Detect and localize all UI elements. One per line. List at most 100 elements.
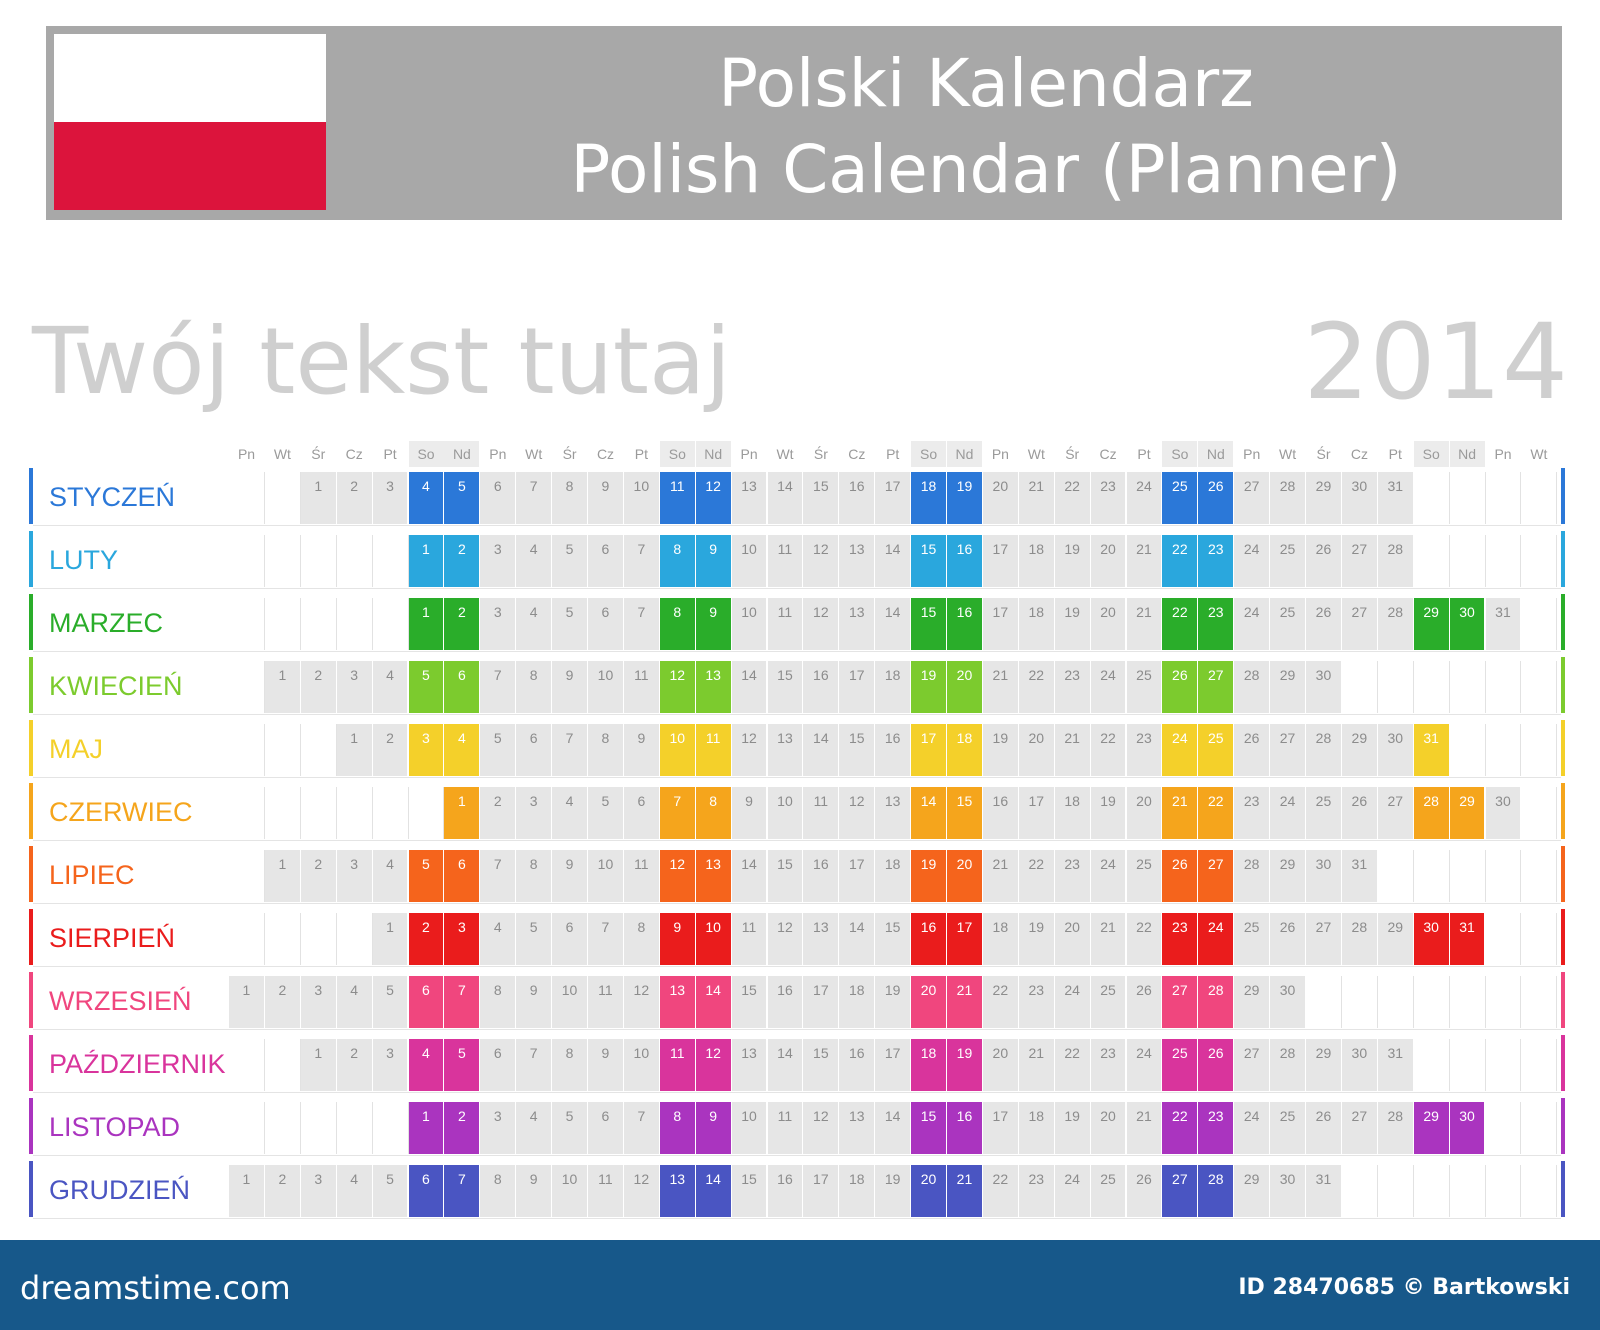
day-cell[interactable]: 31	[1341, 850, 1377, 902]
day-cell[interactable]: 23	[1234, 787, 1270, 839]
day-cell[interactable]: 24	[1054, 976, 1090, 1028]
day-cell[interactable]: 9	[516, 976, 552, 1028]
weekend-day-cell[interactable]: 9	[695, 1102, 731, 1154]
day-cell[interactable]: 11	[731, 913, 767, 965]
day-cell[interactable]: 17	[803, 976, 839, 1028]
day-cell[interactable]: 6	[588, 1102, 623, 1154]
day-cell[interactable]: 25	[1090, 976, 1126, 1028]
day-cell[interactable]: 20	[982, 1039, 1018, 1091]
day-cell[interactable]: 5	[552, 535, 587, 587]
day-cell[interactable]: 1	[264, 661, 300, 713]
day-cell[interactable]: 14	[839, 913, 875, 965]
weekend-day-cell[interactable]: 30	[1449, 1102, 1485, 1154]
weekend-day-cell[interactable]: 16	[947, 598, 982, 650]
weekend-day-cell[interactable]: 24	[1198, 913, 1234, 965]
day-cell[interactable]: 6	[588, 535, 623, 587]
weekend-day-cell[interactable]: 5	[408, 850, 444, 902]
day-cell[interactable]: 28	[1377, 535, 1413, 587]
day-cell[interactable]: 21	[1126, 535, 1162, 587]
weekend-day-cell[interactable]: 15	[911, 598, 946, 650]
day-cell[interactable]: 2	[264, 976, 300, 1028]
day-cell[interactable]: 9	[552, 661, 587, 713]
day-cell[interactable]: 11	[623, 850, 659, 902]
day-cell[interactable]: 4	[480, 913, 516, 965]
day-cell[interactable]: 16	[767, 1165, 803, 1217]
weekend-day-cell[interactable]: 2	[444, 598, 480, 650]
day-cell[interactable]: 22	[1090, 724, 1126, 776]
weekend-day-cell[interactable]: 6	[444, 661, 480, 713]
day-cell[interactable]: 30	[1341, 1039, 1377, 1091]
weekend-day-cell[interactable]: 17	[911, 724, 946, 776]
weekend-day-cell[interactable]: 17	[947, 913, 982, 965]
day-cell[interactable]: 19	[875, 1165, 911, 1217]
day-cell[interactable]: 3	[372, 472, 408, 524]
day-cell[interactable]: 5	[480, 724, 516, 776]
day-cell[interactable]: 17	[839, 661, 875, 713]
day-cell[interactable]: 2	[372, 724, 408, 776]
day-cell[interactable]: 21	[982, 661, 1018, 713]
weekend-day-cell[interactable]: 10	[659, 724, 695, 776]
weekend-day-cell[interactable]: 16	[947, 1102, 982, 1154]
day-cell[interactable]: 10	[623, 1039, 659, 1091]
day-cell[interactable]: 19	[1054, 598, 1090, 650]
day-cell[interactable]: 19	[1090, 787, 1126, 839]
day-cell[interactable]: 7	[623, 535, 659, 587]
weekend-day-cell[interactable]: 25	[1162, 1039, 1198, 1091]
weekend-day-cell[interactable]: 22	[1162, 598, 1198, 650]
day-cell[interactable]: 12	[839, 787, 875, 839]
day-cell[interactable]: 21	[1054, 724, 1090, 776]
day-cell[interactable]: 6	[623, 787, 659, 839]
day-cell[interactable]: 5	[372, 976, 408, 1028]
weekend-day-cell[interactable]: 16	[947, 535, 982, 587]
day-cell[interactable]: 7	[516, 472, 552, 524]
day-cell[interactable]: 24	[1090, 850, 1126, 902]
day-cell[interactable]: 12	[623, 1165, 659, 1217]
day-cell[interactable]: 18	[1018, 1102, 1054, 1154]
day-cell[interactable]: 15	[803, 472, 839, 524]
weekend-day-cell[interactable]: 19	[947, 1039, 982, 1091]
day-cell[interactable]: 13	[839, 598, 875, 650]
day-cell[interactable]: 28	[1341, 913, 1377, 965]
day-cell[interactable]: 29	[1306, 472, 1341, 524]
day-cell[interactable]: 22	[1054, 1039, 1090, 1091]
day-cell[interactable]: 3	[516, 787, 552, 839]
day-cell[interactable]: 17	[1018, 787, 1054, 839]
day-cell[interactable]: 7	[480, 850, 516, 902]
day-cell[interactable]: 28	[1234, 661, 1270, 713]
day-cell[interactable]: 6	[552, 913, 587, 965]
day-cell[interactable]: 29	[1341, 724, 1377, 776]
weekend-day-cell[interactable]: 8	[695, 787, 731, 839]
day-cell[interactable]: 22	[1018, 661, 1054, 713]
day-cell[interactable]: 10	[588, 850, 623, 902]
day-cell[interactable]: 25	[1234, 913, 1270, 965]
day-cell[interactable]: 19	[1018, 913, 1054, 965]
day-cell[interactable]: 30	[1270, 976, 1305, 1028]
day-cell[interactable]: 12	[803, 1102, 839, 1154]
weekend-day-cell[interactable]: 7	[444, 976, 480, 1028]
weekend-day-cell[interactable]: 30	[1413, 913, 1449, 965]
weekend-day-cell[interactable]: 16	[911, 913, 946, 965]
weekend-day-cell[interactable]: 3	[444, 913, 480, 965]
day-cell[interactable]: 18	[839, 1165, 875, 1217]
day-cell[interactable]: 7	[480, 661, 516, 713]
day-cell[interactable]: 12	[731, 724, 767, 776]
day-cell[interactable]: 3	[480, 1102, 516, 1154]
day-cell[interactable]: 17	[839, 850, 875, 902]
weekend-day-cell[interactable]: 27	[1198, 661, 1234, 713]
day-cell[interactable]: 14	[731, 661, 767, 713]
day-cell[interactable]: 13	[839, 1102, 875, 1154]
weekend-day-cell[interactable]: 14	[695, 1165, 731, 1217]
day-cell[interactable]: 18	[1054, 787, 1090, 839]
day-cell[interactable]: 29	[1306, 1039, 1341, 1091]
weekend-day-cell[interactable]: 21	[947, 976, 982, 1028]
day-cell[interactable]: 3	[300, 976, 336, 1028]
day-cell[interactable]: 14	[875, 1102, 911, 1154]
day-cell[interactable]: 14	[767, 472, 803, 524]
day-cell[interactable]: 31	[1377, 1039, 1413, 1091]
day-cell[interactable]: 9	[588, 472, 623, 524]
day-cell[interactable]: 6	[588, 598, 623, 650]
day-cell[interactable]: 19	[982, 724, 1018, 776]
day-cell[interactable]: 27	[1377, 787, 1413, 839]
day-cell[interactable]: 11	[767, 1102, 803, 1154]
weekend-day-cell[interactable]: 9	[695, 598, 731, 650]
